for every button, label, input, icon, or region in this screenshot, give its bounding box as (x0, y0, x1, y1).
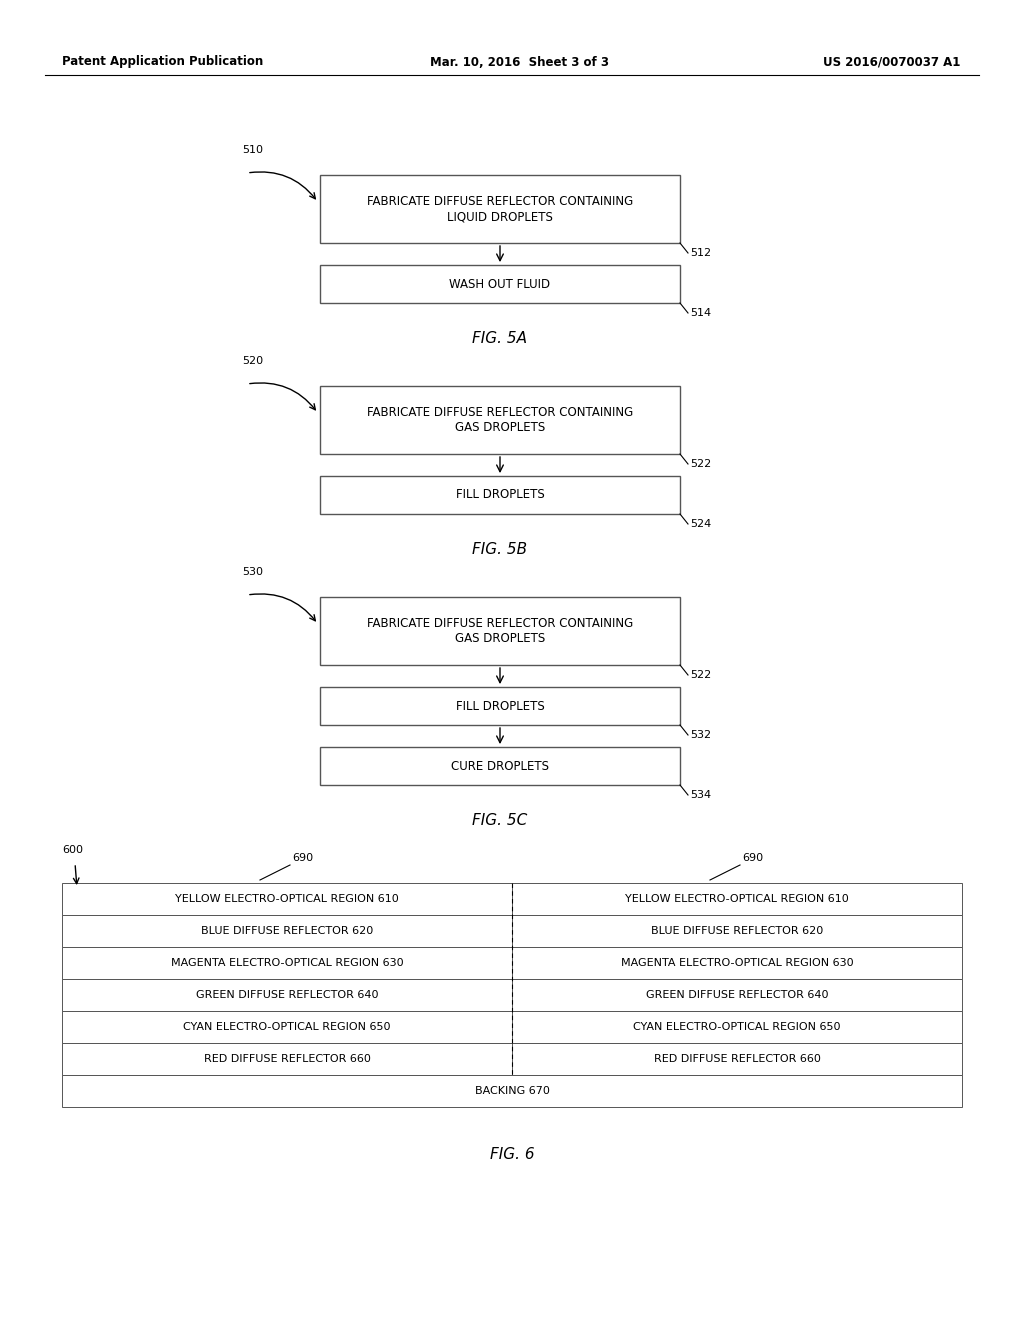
Bar (319, 385, 680, 454)
Text: FIG. 5B: FIG. 5B (472, 543, 527, 557)
Text: FIG. 6: FIG. 6 (489, 1147, 535, 1162)
Bar (512, 1011, 962, 1043)
Bar (319, 747, 680, 785)
Bar (319, 686, 680, 725)
Text: BLUE DIFFUSE REFLECTOR 620: BLUE DIFFUSE REFLECTOR 620 (651, 927, 823, 936)
Text: GREEN DIFFUSE REFLECTOR 640: GREEN DIFFUSE REFLECTOR 640 (196, 990, 378, 1001)
Text: FABRICATE DIFFUSE REFLECTOR CONTAINING
LIQUID DROPLETS: FABRICATE DIFFUSE REFLECTOR CONTAINING L… (367, 195, 633, 223)
Bar (62, 883, 512, 915)
Text: FABRICATE DIFFUSE REFLECTOR CONTAINING
GAS DROPLETS: FABRICATE DIFFUSE REFLECTOR CONTAINING G… (367, 616, 633, 645)
Text: FIG. 5C: FIG. 5C (472, 813, 527, 828)
Bar (319, 597, 680, 665)
Text: 514: 514 (690, 308, 711, 318)
Text: MAGENTA ELECTRO-OPTICAL REGION 630: MAGENTA ELECTRO-OPTICAL REGION 630 (171, 958, 403, 968)
Text: 522: 522 (690, 459, 712, 469)
Bar (512, 883, 962, 915)
Text: US 2016/0070037 A1: US 2016/0070037 A1 (822, 55, 961, 69)
Bar (512, 1043, 962, 1074)
Text: RED DIFFUSE REFLECTOR 660: RED DIFFUSE REFLECTOR 660 (653, 1053, 820, 1064)
Text: Mar. 10, 2016  Sheet 3 of 3: Mar. 10, 2016 Sheet 3 of 3 (430, 55, 609, 69)
Text: 600: 600 (62, 845, 83, 855)
Text: 520: 520 (242, 356, 263, 366)
Bar (62, 979, 512, 1011)
Bar (62, 1011, 512, 1043)
Text: 690: 690 (742, 853, 763, 863)
Text: 532: 532 (690, 730, 711, 741)
Text: 524: 524 (690, 519, 712, 529)
Text: BACKING 670: BACKING 670 (474, 1086, 550, 1096)
Bar (319, 176, 680, 243)
Text: FILL DROPLETS: FILL DROPLETS (456, 700, 545, 713)
Text: 522: 522 (690, 671, 712, 680)
Bar (512, 915, 962, 946)
Text: 512: 512 (690, 248, 711, 257)
Text: GREEN DIFFUSE REFLECTOR 640: GREEN DIFFUSE REFLECTOR 640 (646, 990, 828, 1001)
Text: YELLOW ELECTRO-OPTICAL REGION 610: YELLOW ELECTRO-OPTICAL REGION 610 (175, 894, 399, 904)
Bar (319, 477, 680, 513)
Text: BLUE DIFFUSE REFLECTOR 620: BLUE DIFFUSE REFLECTOR 620 (201, 927, 373, 936)
Text: CURE DROPLETS: CURE DROPLETS (451, 759, 549, 772)
Bar (62, 946, 512, 979)
Text: Patent Application Publication: Patent Application Publication (62, 55, 263, 69)
Text: 530: 530 (242, 568, 263, 577)
Bar (62, 1074, 962, 1107)
Text: CYAN ELECTRO-OPTICAL REGION 650: CYAN ELECTRO-OPTICAL REGION 650 (183, 1022, 391, 1032)
Text: 510: 510 (242, 145, 263, 154)
Bar (62, 915, 512, 946)
Bar (512, 979, 962, 1011)
Bar (512, 946, 962, 979)
Text: FIG. 5A: FIG. 5A (472, 331, 527, 346)
Text: RED DIFFUSE REFLECTOR 660: RED DIFFUSE REFLECTOR 660 (204, 1053, 371, 1064)
Bar (319, 265, 680, 304)
Text: 534: 534 (690, 789, 711, 800)
Bar (62, 1043, 512, 1074)
Text: CYAN ELECTRO-OPTICAL REGION 650: CYAN ELECTRO-OPTICAL REGION 650 (633, 1022, 841, 1032)
Text: YELLOW ELECTRO-OPTICAL REGION 610: YELLOW ELECTRO-OPTICAL REGION 610 (625, 894, 849, 904)
Text: MAGENTA ELECTRO-OPTICAL REGION 630: MAGENTA ELECTRO-OPTICAL REGION 630 (621, 958, 853, 968)
Text: FABRICATE DIFFUSE REFLECTOR CONTAINING
GAS DROPLETS: FABRICATE DIFFUSE REFLECTOR CONTAINING G… (367, 407, 633, 434)
Text: 690: 690 (292, 853, 313, 863)
Text: FILL DROPLETS: FILL DROPLETS (456, 488, 545, 502)
Text: WASH OUT FLUID: WASH OUT FLUID (450, 277, 551, 290)
